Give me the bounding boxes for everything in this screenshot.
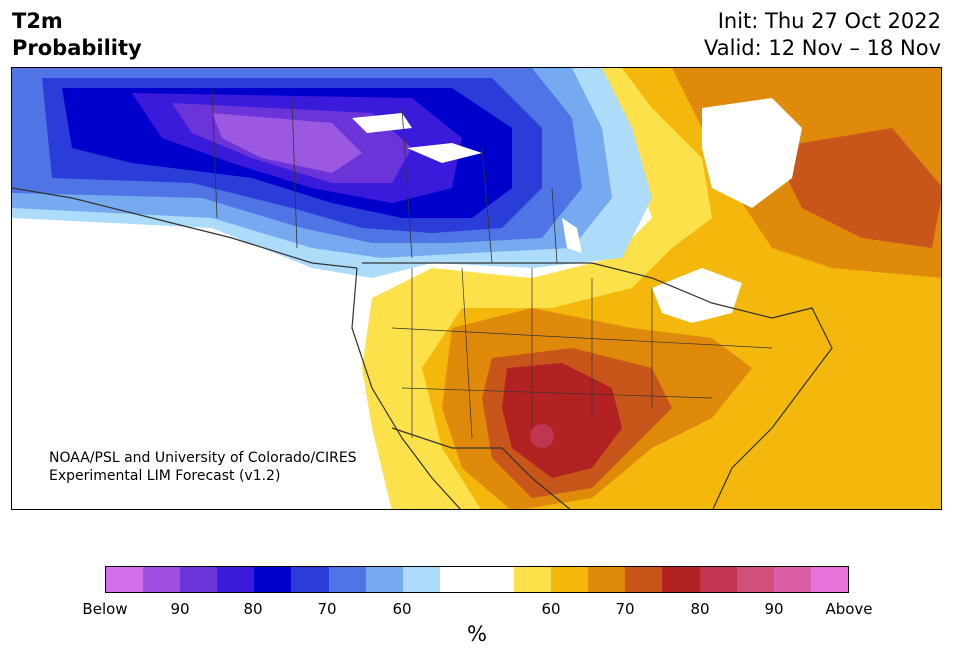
state-borders: [391, 267, 773, 439]
forecast-map: [11, 67, 942, 510]
colorbar-swatch: [662, 567, 700, 592]
colorbar-swatch: [736, 567, 774, 592]
colorbar-tick-label: Above: [825, 600, 873, 618]
alaska-coast: [12, 187, 358, 269]
colorbar-swatch: [625, 567, 663, 592]
us-canada-border: [362, 262, 773, 319]
colorbar-swatch: [588, 567, 626, 592]
great-slave-lake: [407, 143, 482, 163]
hudson-bay: [702, 98, 802, 208]
valid-range: Valid: 12 Nov – 18 Nov: [704, 36, 941, 60]
lake-winnipeg: [562, 218, 582, 253]
colorbar-unit: %: [467, 622, 487, 646]
us-mexico-border: [391, 427, 571, 509]
title-line-1: T2m: [12, 9, 63, 33]
coastline-west: [351, 267, 461, 509]
forecast-dates: Init: Thu 27 Oct 2022 Valid: 12 Nov – 18…: [704, 8, 941, 62]
colorbar-swatch: [551, 567, 589, 592]
colorbar-swatch: [773, 567, 811, 592]
credit-line-2: Experimental LIM Forecast (v1.2): [49, 468, 281, 484]
colorbar-swatch: [514, 567, 552, 592]
colorbar-tick-label: 90: [764, 600, 784, 618]
colorbar-swatch: [291, 567, 329, 592]
title-line-2: Probability: [12, 36, 142, 60]
great-lakes: [652, 268, 742, 323]
colorbar-swatch: [476, 567, 515, 592]
colorbar-tick-label: 70: [317, 600, 337, 618]
colorbar-swatch: [254, 567, 292, 592]
colorbar-tick-label: 70: [615, 600, 635, 618]
colorbar-swatch: [365, 567, 403, 592]
colorbar-tick-label: 80: [690, 600, 710, 618]
colorbar: [105, 566, 849, 593]
colorbar-tick-label: 80: [243, 600, 263, 618]
colorbar-swatch: [328, 567, 366, 592]
colorbar-swatch: [402, 567, 440, 592]
credit-text: NOAA/PSL and University of Colorado/CIRE…: [49, 449, 357, 485]
above-85-spot: [530, 424, 554, 448]
map-svg: [12, 68, 941, 509]
colorbar-tick-label: 90: [170, 600, 190, 618]
credit-line-1: NOAA/PSL and University of Colorado/CIRE…: [49, 450, 357, 466]
above-70-northeast: [772, 128, 941, 248]
colorbar-tick-label: 60: [541, 600, 561, 618]
colorbar-swatch: [217, 567, 255, 592]
colorbar-tick-label: 60: [392, 600, 412, 618]
colorbar-swatch: [699, 567, 737, 592]
colorbar-swatch: [810, 567, 848, 592]
init-date: Init: Thu 27 Oct 2022: [717, 9, 941, 33]
colorbar-swatch: [106, 567, 144, 592]
great-bear-lake: [352, 113, 412, 133]
colorbar-swatch: [439, 567, 477, 592]
map-title: T2m Probability: [12, 8, 142, 62]
province-borders: [211, 87, 558, 264]
coastline-east: [712, 307, 833, 509]
colorbar-tick-label: Below: [82, 600, 128, 618]
colorbar-swatch: [143, 567, 181, 592]
colorbar-swatch: [180, 567, 218, 592]
below-90-region: [212, 113, 362, 173]
